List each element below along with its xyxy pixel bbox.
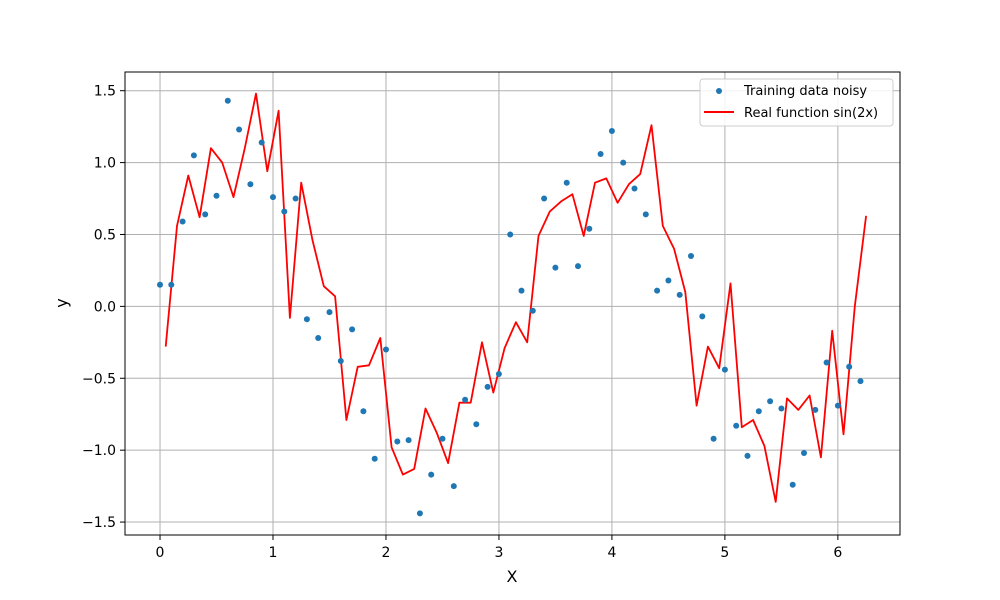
training-data-point [258, 139, 265, 146]
training-data-point [394, 438, 401, 445]
y-tick-label: 0.5 [94, 227, 116, 243]
x-tick-label: 1 [269, 545, 278, 561]
line-series [164, 92, 867, 503]
training-data-point [834, 402, 841, 409]
training-data-point [801, 450, 807, 456]
training-data-point [665, 277, 672, 284]
training-data-point [213, 192, 220, 199]
training-data-point [744, 452, 751, 459]
training-data-point [462, 396, 469, 403]
scatter-series [157, 97, 864, 517]
training-data-point [755, 408, 762, 415]
training-data-point [541, 195, 548, 202]
training-data-point [428, 471, 435, 478]
legend-label-training: Training data noisy [743, 84, 867, 99]
training-data-point [563, 179, 570, 186]
y-tick-label: −1.5 [82, 515, 116, 531]
training-data-point [857, 378, 864, 385]
y-tick-label: −1.0 [82, 443, 116, 459]
training-data-point [247, 181, 254, 188]
training-data-point [710, 435, 717, 442]
training-data-point [699, 313, 706, 320]
training-data-point [789, 481, 796, 488]
training-data-point [812, 406, 819, 413]
x-tick-label: 6 [833, 545, 842, 561]
training-data-point [676, 291, 683, 298]
training-data-point [179, 218, 186, 225]
plot-frame [124, 71, 901, 536]
training-data-point [450, 483, 457, 490]
training-data-point [507, 231, 514, 238]
training-data-point [484, 383, 491, 390]
training-data-point [190, 152, 197, 159]
training-data-point [518, 287, 525, 294]
training-data-point [552, 264, 559, 271]
ticks: 0 1 2 3 4 5 6 −1.5 −1.0 −0.5 0.0 0.5 1.0 1.5 [82, 84, 842, 561]
training-data-point [405, 437, 412, 444]
training-data-point [642, 211, 649, 218]
legend-marker-training [716, 88, 722, 94]
training-data-point [733, 422, 740, 429]
training-data-point [281, 208, 288, 215]
training-data-point [495, 371, 502, 377]
x-axis-title: X [507, 567, 518, 586]
training-data-point [360, 408, 367, 415]
training-data-point [688, 253, 694, 259]
legend-label-real: Real function sin(2x) [744, 106, 878, 121]
training-data-point [315, 335, 322, 341]
training-data-point [631, 185, 638, 192]
training-data-point [767, 398, 774, 405]
x-tick-label: 4 [607, 545, 616, 561]
training-data-point [303, 316, 310, 323]
x-tick-label: 3 [494, 545, 503, 561]
training-data-point [597, 151, 604, 157]
training-data-point [620, 159, 627, 166]
training-data-point [224, 97, 231, 104]
training-data-point [270, 194, 276, 201]
legend: Training data noisy Real function sin(2x… [699, 78, 894, 127]
training-data-point [778, 405, 785, 412]
training-data-point [586, 225, 593, 232]
y-tick-label: 0.0 [94, 299, 116, 315]
training-data-point [473, 421, 480, 428]
y-tick-label: 1.5 [94, 84, 116, 100]
training-data-point [721, 366, 728, 373]
plot-background [125, 72, 900, 535]
training-data-point [439, 435, 446, 442]
legend-box [699, 78, 894, 127]
training-data-point [383, 346, 389, 353]
training-data-point [529, 307, 536, 314]
y-tick-label: 1.0 [94, 156, 116, 172]
x-tick-label: 2 [382, 545, 391, 561]
training-data-point [236, 126, 243, 133]
training-data-point [575, 263, 581, 270]
training-data-point [823, 359, 830, 366]
training-data-point [349, 326, 356, 333]
training-data-point [846, 363, 853, 370]
training-data-point [416, 510, 423, 517]
training-data-point [202, 211, 209, 218]
x-tick-label: 5 [720, 545, 729, 561]
training-data-point [326, 309, 333, 316]
training-data-point [608, 128, 615, 134]
y-tick-label: −0.5 [82, 371, 116, 387]
training-data-point [337, 358, 344, 364]
training-data-point [654, 287, 661, 294]
training-data-point [292, 195, 299, 202]
real-function-line [164, 92, 867, 503]
x-tick-label: 0 [156, 545, 165, 561]
training-data-point [157, 281, 163, 288]
training-data-point [168, 281, 175, 288]
training-data-point [371, 455, 378, 462]
y-axis-title: y [52, 298, 71, 307]
